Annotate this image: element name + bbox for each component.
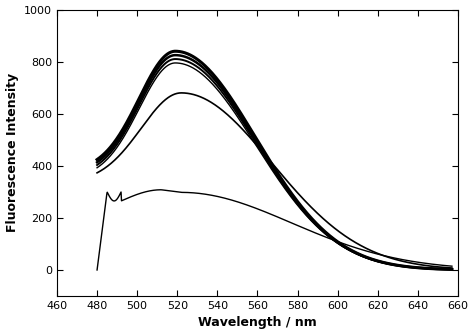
Y-axis label: Fluorescence Intensity: Fluorescence Intensity — [6, 73, 18, 232]
X-axis label: Wavelength / nm: Wavelength / nm — [198, 317, 317, 329]
